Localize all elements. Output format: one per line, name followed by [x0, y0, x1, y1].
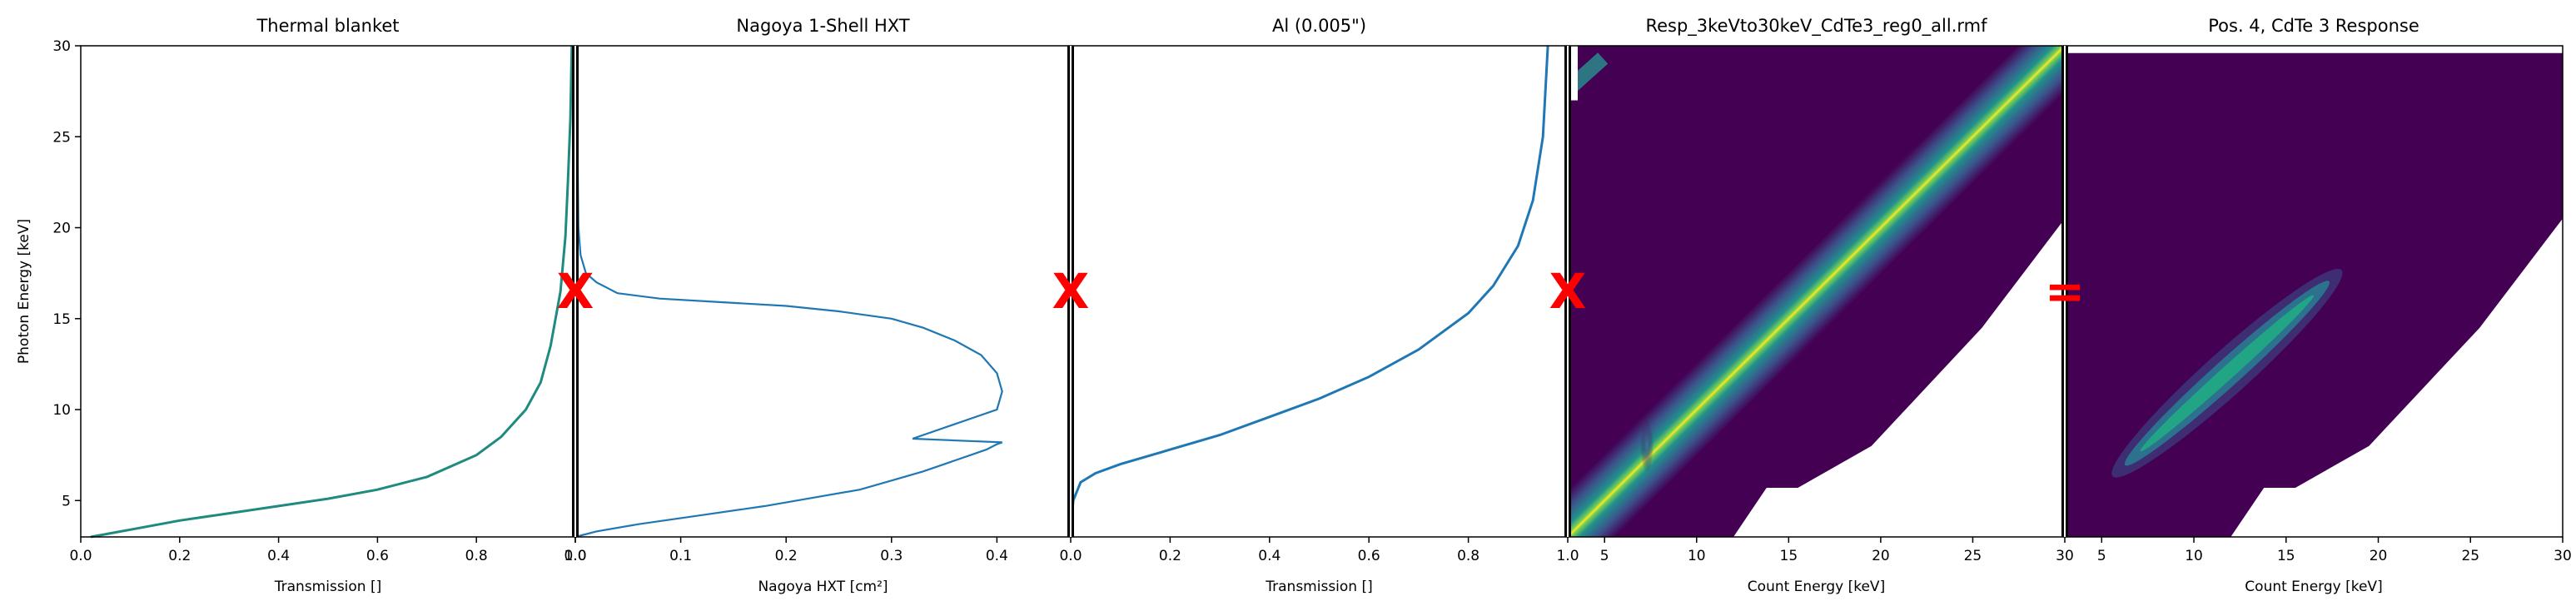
x-tick-label: 0.4	[1258, 548, 1281, 564]
x-tick-label: 0.8	[465, 548, 488, 564]
x-axis-label: Transmission []	[1265, 579, 1373, 595]
panel-title: Nagoya 1-Shell HXT	[736, 16, 909, 36]
x-axis-label: Transmission []	[274, 579, 382, 595]
x-tick-label: 0.0	[1059, 548, 1082, 564]
series-line	[90, 45, 574, 539]
x-tick-label: 10	[1688, 548, 1706, 564]
x-tick-label: 10	[2185, 548, 2203, 564]
panel-1: Thermal blanket 0.0 0.2 0.4 0.6 0.8 1.0 Transmi…	[69, 16, 586, 595]
series-line	[1069, 45, 1549, 538]
operator-sign: X	[1052, 263, 1090, 320]
series-line	[574, 46, 1003, 539]
heatmap-image	[2065, 52, 2563, 537]
response-peak	[2111, 269, 2343, 478]
x-tick-label: 0.3	[880, 548, 903, 564]
x-tick-label: 0.8	[1457, 548, 1479, 564]
y-tick-label: 15	[52, 311, 71, 328]
panel-title: Al (0.005")	[1272, 16, 1366, 36]
x-tick-label: 20	[2370, 548, 2388, 564]
panel-2: Nagoya 1-Shell HXT 0.0 0.1 0.2 0.3 0.4 Nagoya …	[564, 16, 1072, 595]
separator-gap	[1567, 46, 1569, 537]
x-tick-label: 30	[2554, 548, 2572, 564]
x-tick-label: 0.6	[366, 548, 389, 564]
plot-area	[1071, 46, 1568, 537]
panels: Thermal blanket 0.0 0.2 0.4 0.6 0.8 1.0 Transmi…	[69, 16, 2572, 595]
escape-streak	[1640, 419, 1654, 473]
x-tick-label: 0.0	[564, 548, 586, 564]
operator-sign: X	[557, 263, 594, 320]
x-tick-label: 0.0	[69, 548, 92, 564]
panel-title: Resp_3keVto30keV_CdTe3_reg0_all.rmf	[1645, 16, 1987, 37]
x-tick-label: 5	[1600, 548, 1609, 564]
x-tick-label: 0.4	[986, 548, 1008, 564]
panel-5: Pos. 4, CdTe 3 Response 5 10 15 20 25 30 Count …	[2064, 16, 2572, 595]
x-tick-label: 15	[1780, 548, 1798, 564]
x-axis-label: Nagoya HXT [cm²]	[758, 579, 888, 595]
plot-area	[575, 46, 1071, 537]
operators: X X X =	[557, 263, 2086, 320]
x-tick-label: 30	[2056, 548, 2074, 564]
x-tick-label: 5	[2097, 548, 2106, 564]
separator-gap	[574, 46, 576, 537]
y-axis-ticks: 5 10 15 20 25 30	[52, 38, 81, 509]
x-tick-label: 20	[1872, 548, 1890, 564]
operator-sign: =	[2045, 263, 2086, 320]
x-tick-label: 0.2	[1159, 548, 1181, 564]
y-axis-label: Photon Energy [keV]	[16, 219, 32, 364]
separator-gap	[1070, 46, 1072, 537]
panel-3: Al (0.005") 0.0 0.2 0.4 0.6 0.8 1.0 Transmissio…	[1059, 16, 1579, 595]
panel-title: Pos. 4, CdTe 3 Response	[2208, 16, 2419, 36]
x-tick-label: 15	[2277, 548, 2295, 564]
operator-sign: X	[1549, 263, 1587, 320]
x-tick-label: 1.0	[1556, 548, 1579, 564]
y-tick-label: 30	[52, 38, 71, 55]
x-tick-label: 0.1	[669, 548, 692, 564]
plot-area	[81, 46, 575, 537]
x-tick-label: 0.4	[267, 548, 290, 564]
y-tick-label: 5	[62, 493, 71, 509]
x-axis-label: Count Energy [keV]	[1748, 579, 1885, 595]
x-tick-label: 25	[1964, 548, 1982, 564]
panel-4: Resp_3keVto30keV_CdTe3_reg0_all.rmf 5 10 15…	[1567, 16, 2074, 595]
band-fill	[1568, 46, 2065, 537]
x-tick-label: 1.0	[564, 548, 586, 564]
y-tick-label: 25	[52, 129, 71, 146]
separator-gap	[2064, 46, 2066, 537]
y-tick-label: 20	[52, 221, 71, 237]
x-tick-label: 0.2	[168, 548, 191, 564]
y-tick-label: 10	[52, 402, 71, 419]
x-tick-label: 25	[2461, 548, 2479, 564]
x-tick-label: 0.2	[775, 548, 798, 564]
peak-core	[2140, 295, 2315, 452]
photopeak-band	[1568, 46, 2065, 537]
heatmap-image	[1568, 46, 2065, 537]
panel-title: Thermal blanket	[256, 16, 399, 36]
x-axis-label: Count Energy [keV]	[2245, 579, 2382, 595]
x-tick-label: 0.6	[1358, 548, 1380, 564]
